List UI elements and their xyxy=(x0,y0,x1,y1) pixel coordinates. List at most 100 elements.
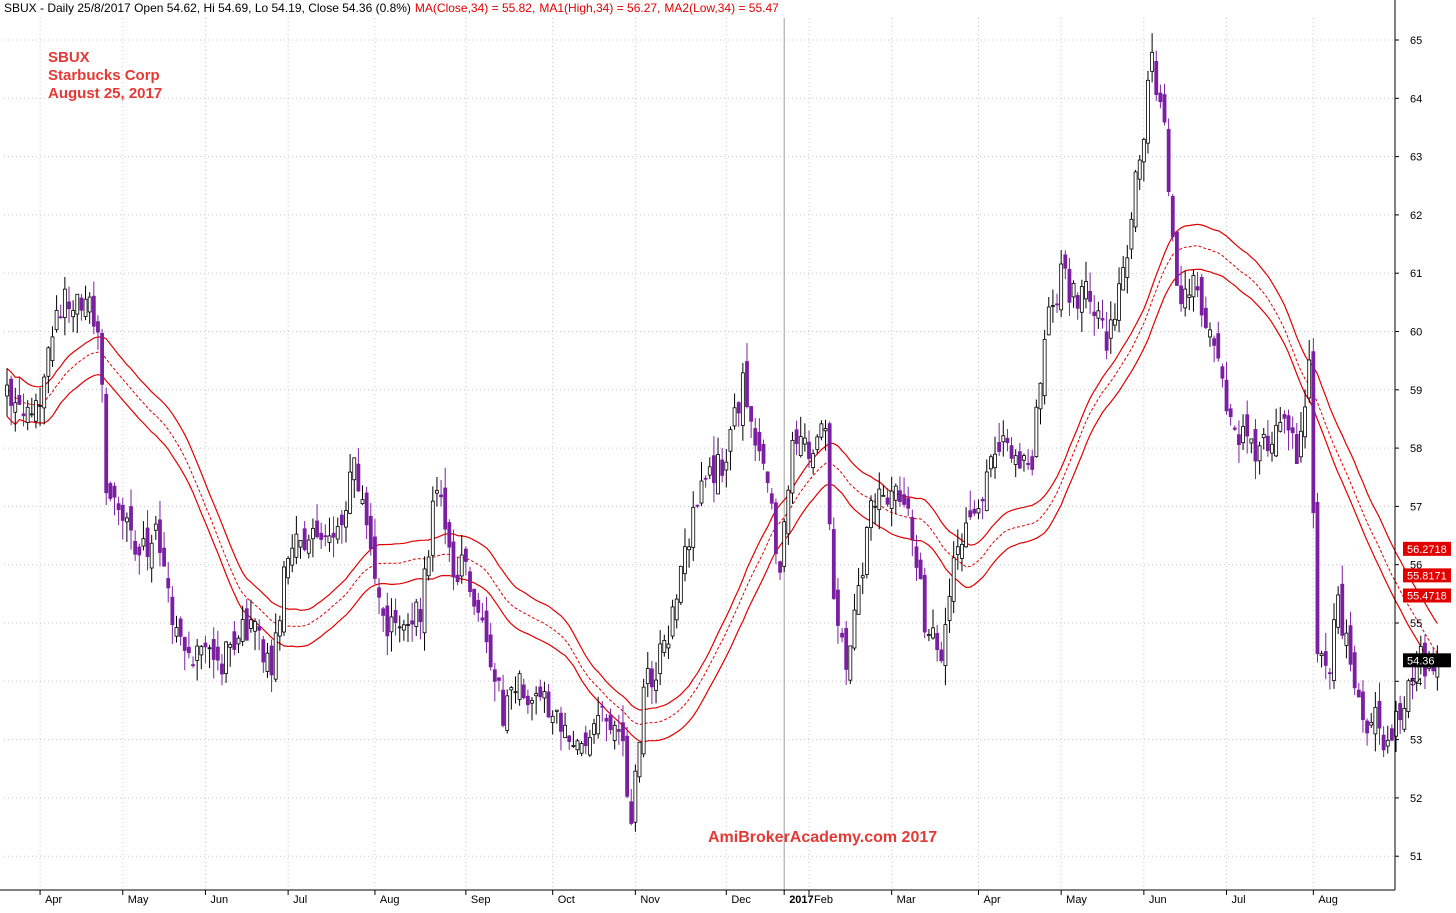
tag-ma-close-bg xyxy=(1403,568,1451,583)
candle-body xyxy=(691,506,696,548)
y-tick-label: 59 xyxy=(1410,385,1422,397)
candle-body xyxy=(1402,708,1407,730)
candle-body xyxy=(550,715,555,723)
candle-body xyxy=(988,456,993,470)
candle-body xyxy=(244,608,249,641)
annotation-date: August 25, 2017 xyxy=(48,85,162,102)
candle-body xyxy=(546,691,551,718)
candle-body xyxy=(666,643,671,649)
candle-body xyxy=(790,439,795,494)
candle-body xyxy=(1290,427,1295,434)
candle-body xyxy=(509,687,514,691)
candle-body xyxy=(112,485,117,498)
candle-body xyxy=(881,494,886,497)
tag-close: 54.36 xyxy=(1407,655,1435,667)
candle-body xyxy=(178,618,183,637)
candle-body xyxy=(215,646,220,661)
candle-body xyxy=(1146,79,1150,144)
candle-body xyxy=(1373,707,1378,735)
header-prefix: SBUX - Daily 25/8/2017 Open 54.62, Hi 54… xyxy=(4,1,411,15)
candle-body xyxy=(356,463,361,492)
candle-body xyxy=(1299,430,1303,458)
candle-body xyxy=(83,298,88,317)
candle-body xyxy=(1063,254,1068,269)
candle-body xyxy=(885,497,890,505)
candle-body xyxy=(786,489,791,535)
candle-body xyxy=(186,646,191,654)
candle-body xyxy=(534,693,539,697)
candle-body xyxy=(174,627,179,637)
candle-body xyxy=(282,566,286,633)
candle-body xyxy=(1017,451,1022,469)
candle-body xyxy=(1278,422,1283,432)
candle-body xyxy=(224,641,229,674)
candle-body xyxy=(1311,351,1316,514)
candle-body xyxy=(257,626,262,631)
candle-body xyxy=(1253,429,1258,462)
candle-body xyxy=(521,684,526,699)
candle-body xyxy=(1104,331,1109,351)
candle-body xyxy=(869,500,873,529)
candle-body xyxy=(137,546,142,556)
candle-body xyxy=(1051,305,1055,307)
candle-body xyxy=(571,744,576,747)
candle-body xyxy=(1042,338,1047,397)
candle-body xyxy=(67,301,71,310)
candle-body xyxy=(232,631,237,650)
candle-body xyxy=(9,378,14,406)
candle-body xyxy=(439,494,443,498)
candle-body xyxy=(1183,288,1188,309)
candle-body xyxy=(348,471,353,514)
candle-body xyxy=(265,652,270,672)
candle-body xyxy=(38,405,42,407)
candle-body xyxy=(960,543,964,559)
candle-body xyxy=(335,526,340,540)
candle-body xyxy=(1199,277,1204,316)
candle-body xyxy=(707,466,712,476)
candle-body xyxy=(993,453,997,469)
candle-body xyxy=(984,471,989,512)
y-tick-label: 52 xyxy=(1410,793,1422,805)
candle-body xyxy=(1009,445,1014,459)
candle-body xyxy=(1150,51,1155,72)
candle-body xyxy=(451,541,456,578)
candle-body xyxy=(191,664,195,667)
candle-body xyxy=(645,668,650,685)
candle-body xyxy=(1389,728,1394,741)
candle-body xyxy=(323,535,328,538)
y-tick-label: 58 xyxy=(1410,443,1422,455)
candle-body xyxy=(1406,680,1411,712)
candle-body xyxy=(397,626,402,629)
candle-body xyxy=(604,717,609,722)
x-tick-label: Feb xyxy=(814,894,833,906)
candle-body xyxy=(1187,294,1192,298)
candle-body xyxy=(1319,653,1324,657)
candle-body xyxy=(166,578,171,589)
candle-body xyxy=(220,663,224,675)
candle-body xyxy=(1075,295,1080,309)
candle-body xyxy=(1071,282,1076,298)
candle-body xyxy=(918,559,923,580)
candle-body xyxy=(596,715,601,735)
candle-body xyxy=(1286,415,1291,431)
candle-body xyxy=(141,538,146,547)
candle-body xyxy=(352,457,357,481)
x-tick-label: 2017 xyxy=(789,894,813,906)
candle-body xyxy=(389,616,394,633)
candle-body xyxy=(58,316,63,319)
header-ma-close: MA(Close,34) = 55.82, xyxy=(415,1,535,15)
candle-body xyxy=(815,436,820,450)
candle-body xyxy=(1348,625,1353,665)
candle-body xyxy=(745,361,749,408)
candle-body xyxy=(823,428,828,432)
candle-body xyxy=(302,528,307,551)
x-tick-label: Mar xyxy=(897,894,916,906)
candle-body xyxy=(1257,445,1262,462)
candle-body xyxy=(488,634,493,668)
candle-body xyxy=(931,627,935,639)
candle-body xyxy=(484,610,489,643)
candle-body xyxy=(100,333,104,385)
candle-body xyxy=(695,504,700,507)
candle-body xyxy=(864,527,869,575)
